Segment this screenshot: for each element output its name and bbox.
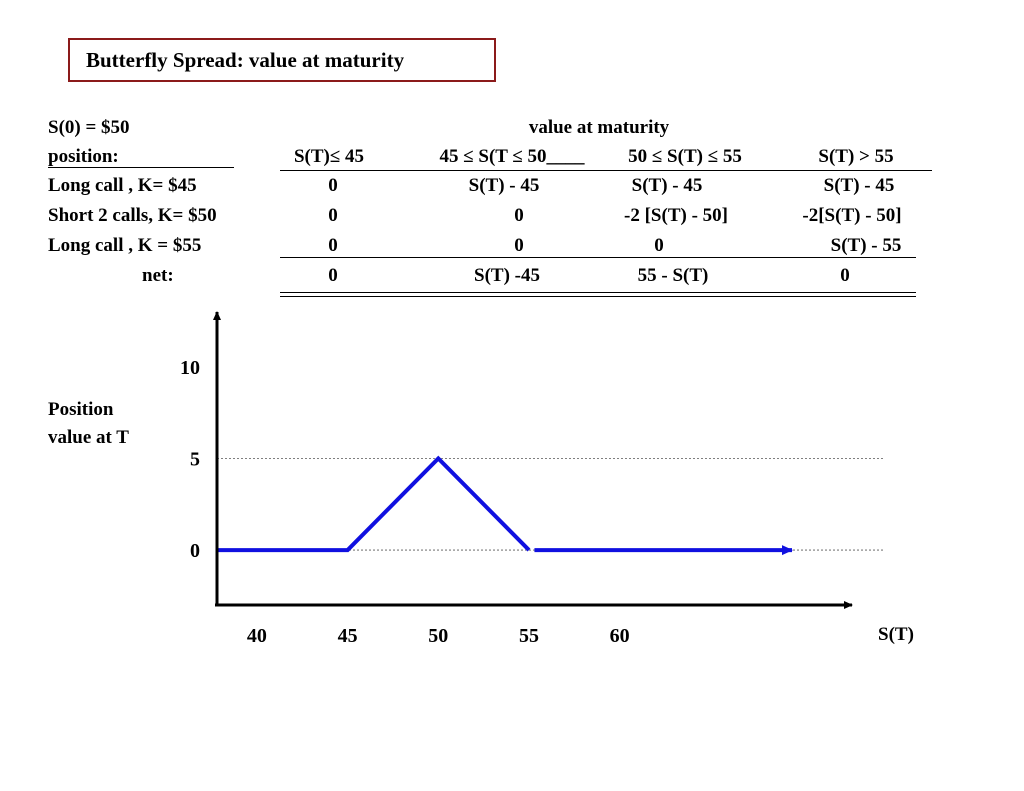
table-cell: S(T) - 45 (823, 175, 895, 196)
payoff-line (217, 455, 531, 553)
net-label: net: (142, 265, 174, 286)
row-label: Long call , K= $45 (48, 175, 197, 196)
column-header: S(T)≤ 45 (293, 146, 365, 167)
position-underline (48, 167, 234, 168)
page-title: Butterfly Spread: value at maturity (86, 47, 405, 72)
x-tick-label: 45 (338, 625, 358, 647)
initial-price: S(0) = $50 (48, 117, 130, 138)
net-cell: S(T) -45 (474, 265, 540, 286)
table-group-header: value at maturity (528, 117, 670, 138)
table-cell: -2[S(T) - 50] (802, 205, 902, 226)
net-cell: 55 - S(T) (637, 265, 709, 286)
row-label: Short 2 calls, K= $50 (48, 205, 217, 226)
net-cell: 0 (840, 265, 850, 286)
rows-rule (280, 257, 916, 258)
table-cell: 0 (328, 175, 338, 196)
x-tick-label: 60 (610, 625, 630, 647)
table-cell: S(T) - 55 (830, 235, 902, 256)
y-tick-label: 0 (190, 540, 200, 562)
x-tick-label: 55 (519, 625, 539, 647)
x-axis-label: S(T) (878, 624, 914, 645)
table-cell: S(T) - 45 (631, 175, 703, 196)
column-header: 45 ≤ S(T ≤ 50____ (439, 146, 585, 167)
y-tick-label: 10 (180, 357, 200, 379)
table-cell: 0 (654, 235, 664, 256)
position-label: position: (48, 146, 119, 167)
table-cell: 0 (514, 235, 524, 256)
row-label: Long call , K = $55 (48, 235, 202, 256)
table-cell: -2 [S(T) - 50] (624, 205, 728, 226)
y-tick-label: 5 (190, 449, 200, 471)
table-cell: 0 (328, 205, 338, 226)
y-axis-label: Position value at T (48, 399, 129, 448)
table-cell: 0 (514, 205, 524, 226)
header-rule (280, 170, 932, 171)
net-rule-bottom (280, 296, 916, 297)
x-tick-label: 50 (428, 625, 448, 647)
net-cell: 0 (328, 265, 338, 286)
net-rule-top (280, 292, 916, 293)
x-tick-label: 40 (247, 625, 267, 647)
column-header: 50 ≤ S(T) ≤ 55 (628, 146, 742, 167)
title-box: Butterfly Spread: value at maturity (68, 38, 496, 82)
column-header: S(T) > 55 (818, 146, 894, 167)
table-cell: 0 (328, 235, 338, 256)
table-cell: S(T) - 45 (468, 175, 540, 196)
